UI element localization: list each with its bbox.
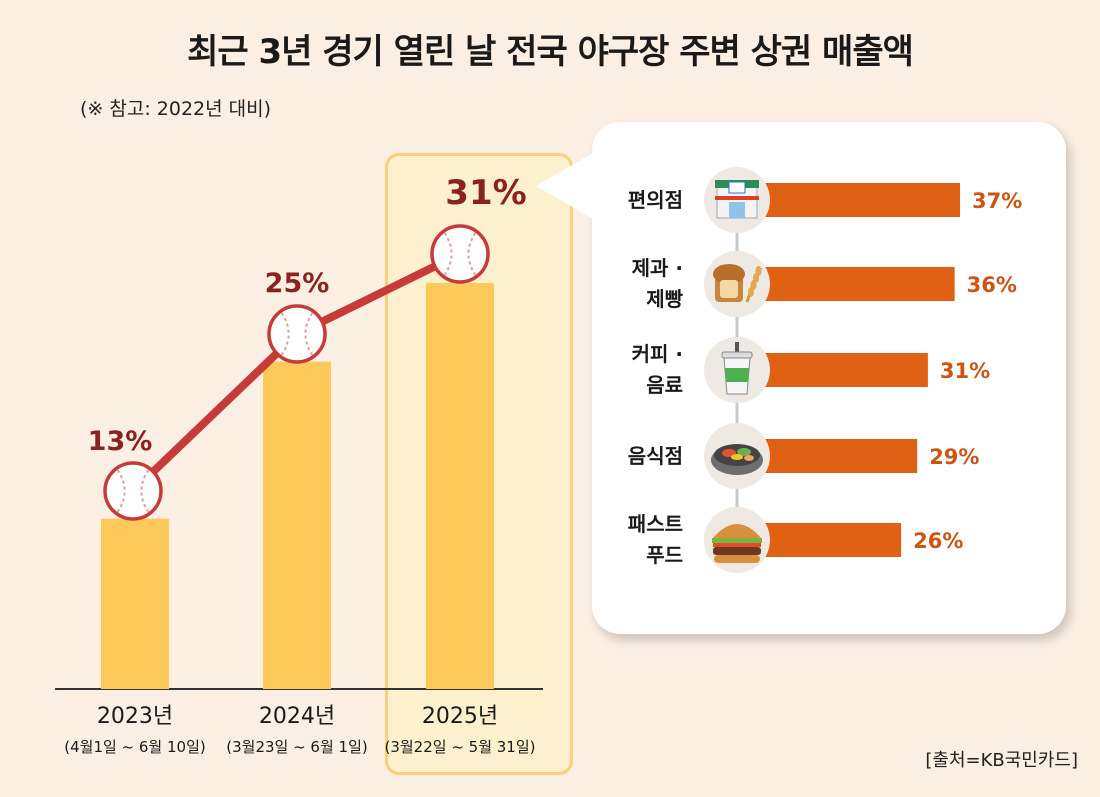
hbar-value-label: 31% (940, 359, 990, 383)
bread-slice (720, 280, 738, 298)
hbar-커피 · (762, 353, 928, 387)
wheat-grain (755, 266, 762, 276)
bar-2024년 (263, 361, 331, 689)
category-label: 음식점 (628, 444, 683, 468)
topping-orange (744, 455, 754, 461)
x-period-label: (3월23일 ~ 6월 1일) (226, 738, 368, 756)
baseball-marker-0 (103, 461, 163, 521)
bar-2025년 (426, 283, 494, 689)
topping-yellow (731, 454, 743, 460)
hbar-value-label: 26% (913, 529, 963, 553)
convenience-store-icon (704, 167, 770, 233)
store-door (729, 202, 745, 218)
baseball-icon (430, 224, 490, 284)
hamburger-icon (704, 507, 770, 573)
tomato (713, 543, 761, 547)
coffee-cup-icon (704, 337, 770, 403)
category-label: 패스트 (628, 512, 683, 536)
bibimbap-icon (704, 423, 770, 489)
category-label: 제과 · (632, 256, 683, 280)
value-label-2025년: 31% (445, 173, 526, 213)
bread-top (713, 264, 745, 284)
hbar-value-label: 36% (967, 273, 1017, 297)
hbar-편의점 (762, 183, 960, 217)
value-label-2023년: 13% (88, 426, 153, 457)
baseball-icon (267, 304, 327, 364)
chart-subtitle: (※ 참고: 2022년 대비) (80, 98, 272, 120)
x-tick-label: 2024년 (259, 704, 335, 729)
category-label: 편의점 (628, 188, 683, 212)
hbar-패스트 (762, 523, 902, 557)
topping-red (722, 449, 736, 457)
x-period-label: (4월1일 ~ 6월 10일) (64, 738, 206, 756)
patty (713, 547, 761, 555)
cup-sleeve (725, 368, 749, 382)
callout-pointer (536, 150, 598, 222)
baseball-marker-1 (267, 304, 327, 364)
category-label: 푸드 (646, 543, 683, 567)
category-label: 음료 (646, 373, 683, 397)
store-sign (728, 181, 746, 194)
x-period-label: (3월22일 ~ 5월 31일) (384, 738, 535, 756)
straw (735, 342, 739, 354)
x-tick-label: 2025년 (422, 704, 498, 729)
baseball-icon (103, 461, 163, 521)
source-note: [출처=KB국민카드] (925, 750, 1078, 771)
hbar-value-label: 29% (929, 445, 979, 469)
bun-top (713, 524, 761, 538)
hbar-음식점 (762, 439, 918, 473)
lettuce (712, 538, 762, 543)
bun-bottom (714, 555, 760, 563)
baseball-marker-2 (430, 224, 490, 284)
category-label: 커피 · (632, 342, 683, 366)
bar-2023년 (101, 518, 169, 689)
store-stripe (715, 196, 759, 200)
cup-lid (721, 351, 753, 359)
chart-title: 최근 3년 경기 열린 날 전국 야구장 주변 상권 매출액 (187, 32, 914, 72)
hbar-value-label: 37% (972, 189, 1022, 213)
topping-green (737, 448, 751, 456)
bread-icon (704, 251, 770, 317)
hbar-제과 · (762, 267, 955, 301)
value-label-2024년: 25% (265, 268, 330, 299)
x-tick-label: 2023년 (97, 704, 173, 729)
category-label: 제빵 (646, 287, 683, 311)
